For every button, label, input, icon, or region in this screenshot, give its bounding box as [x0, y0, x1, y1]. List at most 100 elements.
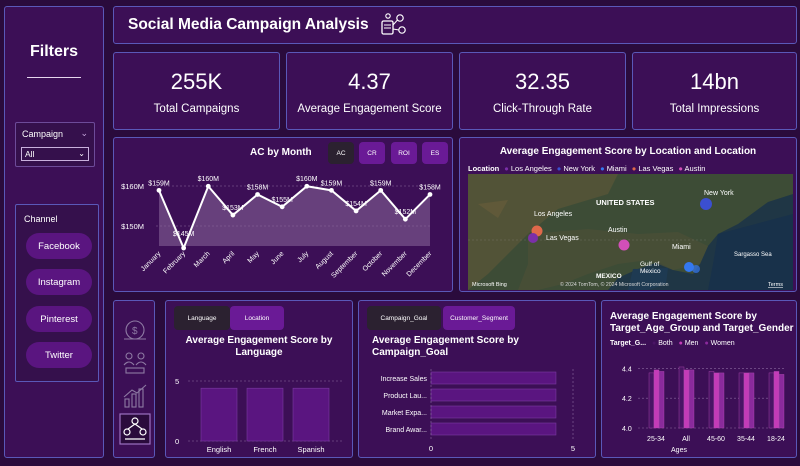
y-tick-label: $160M: [121, 182, 144, 191]
map-canvas[interactable]: UNITED STATES New York Los Angeles Las V…: [468, 174, 793, 290]
data-point: [230, 212, 236, 218]
kpi-label: Total Campaigns: [153, 103, 240, 115]
data-point: [205, 183, 211, 189]
legend-item-men: ● Men: [678, 340, 699, 347]
map-label-united-states: UNITED STATES: [596, 198, 654, 207]
page-navigator: $: [113, 300, 155, 458]
data-point: [329, 187, 334, 193]
people-icon[interactable]: [123, 352, 147, 374]
age-gender-bar-chart: 4.0 4.2 4.4 25-34 All 45-60 35-44 18-24 Ages: [622, 366, 786, 454]
bar: [658, 371, 665, 429]
x-tick-label: May: [247, 250, 262, 265]
page-title: Social Media Campaign Analysis: [128, 16, 369, 33]
metric-button-es[interactable]: ES: [422, 142, 448, 164]
campaign-filter-label: Campaign: [22, 129, 64, 139]
data-point: [402, 216, 408, 222]
kpi-label: Average Engagement Score: [297, 103, 442, 115]
map-label-gulf: Gulf of: [640, 261, 659, 268]
x-tick-label: December: [406, 250, 434, 278]
data-point: [427, 192, 433, 197]
kpi-total-impressions: 14bn Total Impressions: [632, 52, 797, 130]
data-point: [255, 192, 260, 197]
map-label-new-york: New York: [704, 190, 734, 197]
channel-filter: Channel Facebook Instagram Pinterest Twi…: [15, 204, 99, 382]
campaign-dropdown[interactable]: All ⌄: [21, 147, 89, 161]
bar: [683, 369, 690, 429]
data-label: $152M: [395, 209, 417, 216]
age-gender-panel: Average Engagement Score by Target_Age_G…: [601, 300, 797, 458]
data-point: [156, 187, 162, 193]
kpi-value: 255K: [170, 69, 223, 94]
channel-button-facebook[interactable]: Facebook: [26, 233, 92, 259]
x-tick-label: English: [207, 445, 232, 454]
y-tick-label: 0: [175, 437, 179, 446]
dashboard-header: Social Media Campaign Analysis: [113, 6, 797, 44]
map-legend-title: Location: [468, 164, 500, 173]
map-label-sargasso: Sargasso Sea: [734, 252, 772, 258]
campaign-goal-panel: Campaign_Goal Customer_Segment Average E…: [358, 300, 596, 458]
metric-button-ac[interactable]: AC: [328, 142, 354, 164]
bar: [708, 371, 715, 429]
map-title: Average Engagement Score by Location and…: [499, 146, 757, 157]
map-marker-austin: [618, 239, 630, 251]
map-marker-los-angeles: [528, 233, 538, 243]
map-terms-link[interactable]: Terms: [768, 282, 783, 288]
bar: [773, 371, 780, 429]
age-gender-legend: Target_G... ● Both ● Men ● Women: [610, 340, 735, 347]
location-map-panel: Average Engagement Score by Location and…: [459, 137, 797, 292]
channel-button-pinterest[interactable]: Pinterest: [26, 306, 92, 332]
language-panel: Language Location Average Engagement Sco…: [165, 300, 353, 458]
y-tick-label: 4.0: [622, 426, 632, 433]
chart-icon[interactable]: [123, 384, 147, 408]
data-label: $158M: [419, 184, 441, 191]
legend-item-las-vegas: ● Las Vegas: [631, 164, 674, 173]
kpi-total-campaigns: 255K Total Campaigns: [113, 52, 280, 130]
kpi-value: 32.35: [514, 69, 571, 94]
data-label: $160M: [296, 176, 318, 183]
bar: [768, 372, 775, 429]
legend-title: Target_G...: [610, 340, 647, 347]
campaign-filter: Campaign ⌄ All ⌄: [15, 122, 95, 167]
map-image: UNITED STATES New York Los Angeles Las V…: [468, 174, 793, 290]
x-tick-label: French: [253, 445, 276, 454]
data-label: $159M: [148, 180, 170, 187]
x-tick-label: Spanish: [297, 445, 324, 454]
x-tick-label: All: [682, 436, 690, 443]
map-marker-new-york: [700, 198, 712, 210]
filters-sidebar: Filters Campaign ⌄ All ⌄ Channel Faceboo…: [4, 6, 104, 458]
svg-text:$: $: [132, 326, 138, 337]
data-point: [353, 208, 359, 214]
map-copyright: © 2024 TomTom, © 2024 Microsoft Corporat…: [560, 281, 669, 288]
legend-item-women: ● Women: [704, 340, 735, 347]
bing-logo: Microsoft Bing: [472, 282, 507, 288]
network-icon[interactable]: [119, 413, 151, 445]
bar: [648, 372, 655, 429]
y-tick-label: 5: [175, 377, 179, 386]
metric-button-roi[interactable]: ROI: [391, 142, 417, 164]
channel-button-instagram[interactable]: Instagram: [26, 269, 92, 295]
x-tick-label: October: [362, 250, 385, 273]
social-media-icon: [380, 13, 406, 35]
x-tick-label: 25-34: [647, 436, 665, 443]
bar: [430, 422, 557, 436]
bar: [778, 374, 785, 429]
legend-item-miami: ● Miami: [600, 164, 627, 173]
data-label: $145M: [173, 231, 195, 238]
chevron-down-icon[interactable]: ⌄: [80, 128, 88, 138]
channel-button-twitter[interactable]: Twitter: [26, 342, 92, 368]
field-button-location[interactable]: Location: [230, 306, 284, 330]
legend-item-new-york: ● New York: [556, 164, 596, 173]
bar: [718, 372, 725, 429]
bar: [678, 366, 685, 429]
bar: [653, 369, 660, 429]
field-button-language[interactable]: Language: [174, 306, 230, 330]
kpi-label: Click-Through Rate: [492, 103, 593, 115]
field-button-campaign-goal[interactable]: Campaign_Goal: [367, 306, 441, 330]
y-tick-label: Product Lau...: [383, 393, 427, 400]
metric-button-cr[interactable]: CR: [359, 142, 385, 164]
area-fill: [159, 186, 430, 248]
x-tick-label: 35-44: [737, 436, 755, 443]
field-button-customer-segment[interactable]: Customer_Segment: [443, 306, 515, 330]
data-label: $159M: [321, 180, 343, 187]
money-icon[interactable]: $: [124, 320, 146, 340]
